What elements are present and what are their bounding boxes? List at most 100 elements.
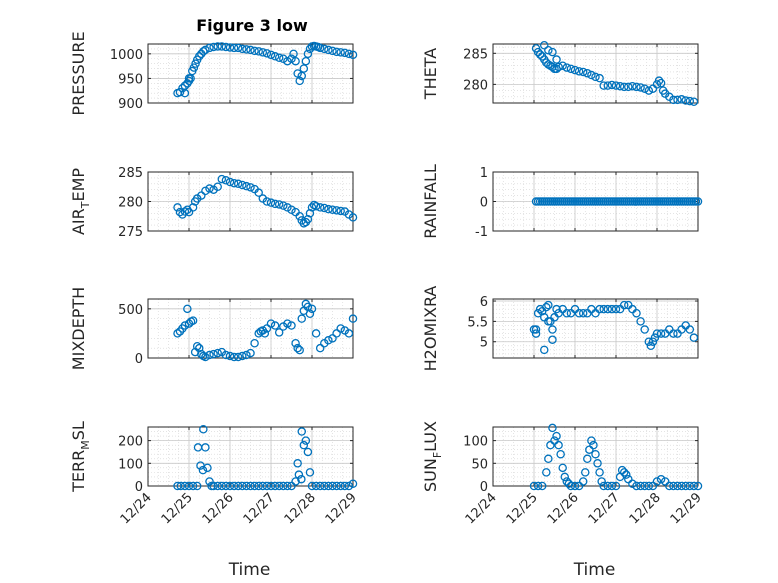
- data-point: [652, 477, 662, 486]
- data-point: [548, 47, 557, 57]
- data-point: [574, 67, 584, 76]
- y-tick-label: 500: [118, 303, 143, 318]
- data-point: [544, 300, 553, 310]
- data-point: [619, 300, 629, 310]
- data-point: [324, 204, 333, 214]
- data-point: [650, 333, 660, 342]
- data-point: [619, 468, 629, 477]
- data-point: [656, 474, 666, 484]
- data-point: [184, 207, 194, 217]
- data-point: [607, 80, 617, 90]
- data-point: [229, 43, 239, 53]
- data-point: [194, 343, 204, 353]
- data-point: [537, 481, 547, 491]
- figure-title: Figure 3 low: [196, 16, 308, 35]
- data-series-terr_msl: [173, 425, 358, 491]
- data-point: [213, 42, 222, 51]
- data-point: [320, 481, 329, 491]
- data-point: [279, 481, 288, 491]
- data-point: [336, 481, 345, 491]
- data-point: [340, 48, 350, 58]
- data-point: [192, 481, 202, 491]
- y-axis-label: RAINFALL: [421, 164, 440, 239]
- data-point: [254, 188, 263, 197]
- data-point: [258, 48, 268, 57]
- data-point: [607, 304, 617, 314]
- data-point: [199, 47, 208, 56]
- data-point: [560, 472, 570, 482]
- data-point: [632, 82, 641, 92]
- data-point: [225, 43, 235, 52]
- data-point: [548, 325, 557, 334]
- data-point: [315, 43, 325, 53]
- data-point: [293, 343, 302, 353]
- data-point: [299, 440, 309, 450]
- y-tick-label: 5.5: [467, 315, 488, 330]
- data-point: [533, 481, 543, 491]
- data-point: [246, 348, 255, 358]
- data-point: [597, 477, 606, 486]
- data-point: [603, 481, 613, 491]
- data-point: [540, 345, 549, 355]
- data-point: [673, 481, 682, 491]
- data-point: [328, 46, 337, 56]
- data-point: [570, 481, 580, 491]
- data-point: [250, 46, 259, 56]
- data-point: [258, 481, 268, 491]
- data-point: [685, 325, 695, 334]
- data-point: [297, 427, 306, 436]
- data-point: [262, 49, 272, 58]
- data-point: [307, 203, 317, 212]
- data-point: [566, 481, 576, 491]
- data-point: [180, 207, 190, 216]
- data-point: [632, 481, 641, 491]
- data-point: [184, 74, 194, 83]
- subplot-h2omixra: 5 5.5 6 H2OMIXRA: [421, 286, 699, 372]
- data-point: [548, 335, 557, 344]
- data-point: [303, 49, 313, 59]
- data-point: [246, 481, 255, 491]
- y-tick-label: 280: [463, 78, 488, 93]
- data-point: [595, 468, 604, 477]
- data-point: [250, 338, 259, 348]
- data-point: [583, 454, 592, 464]
- data-point: [348, 314, 358, 323]
- data-point: [213, 481, 222, 491]
- data-point: [332, 329, 341, 338]
- data-point: [640, 84, 649, 93]
- data-point: [589, 440, 598, 450]
- data-point: [291, 477, 300, 486]
- data-point: [552, 431, 561, 441]
- data-point: [548, 62, 557, 72]
- data-point: [665, 481, 674, 491]
- y-tick-label: 6: [480, 295, 488, 310]
- axes-frame: [492, 426, 699, 487]
- data-point: [270, 52, 280, 61]
- data-point: [544, 317, 553, 326]
- data-point: [301, 56, 311, 66]
- data-point: [201, 186, 210, 196]
- data-point: [644, 86, 654, 95]
- data-point: [213, 182, 222, 191]
- data-point: [192, 341, 202, 351]
- data-point: [531, 329, 541, 338]
- data-point: [173, 203, 182, 212]
- y-tick-label: 0: [480, 196, 488, 211]
- data-point: [238, 351, 247, 361]
- data-point: [348, 213, 358, 222]
- data-point: [552, 55, 561, 64]
- y-axis-label: H2OMIXRA: [421, 286, 440, 372]
- data-point: [542, 468, 551, 477]
- data-point: [197, 191, 206, 200]
- data-point: [295, 211, 304, 221]
- data-point: [587, 436, 596, 445]
- data-point: [262, 481, 272, 491]
- data-point: [556, 449, 565, 459]
- data-point: [297, 314, 306, 323]
- y-axis-label: SUNFLUX: [421, 421, 444, 492]
- data-point: [270, 199, 280, 209]
- data-point: [689, 97, 699, 107]
- y-tick-label: 0: [480, 480, 488, 495]
- data-point: [301, 436, 311, 445]
